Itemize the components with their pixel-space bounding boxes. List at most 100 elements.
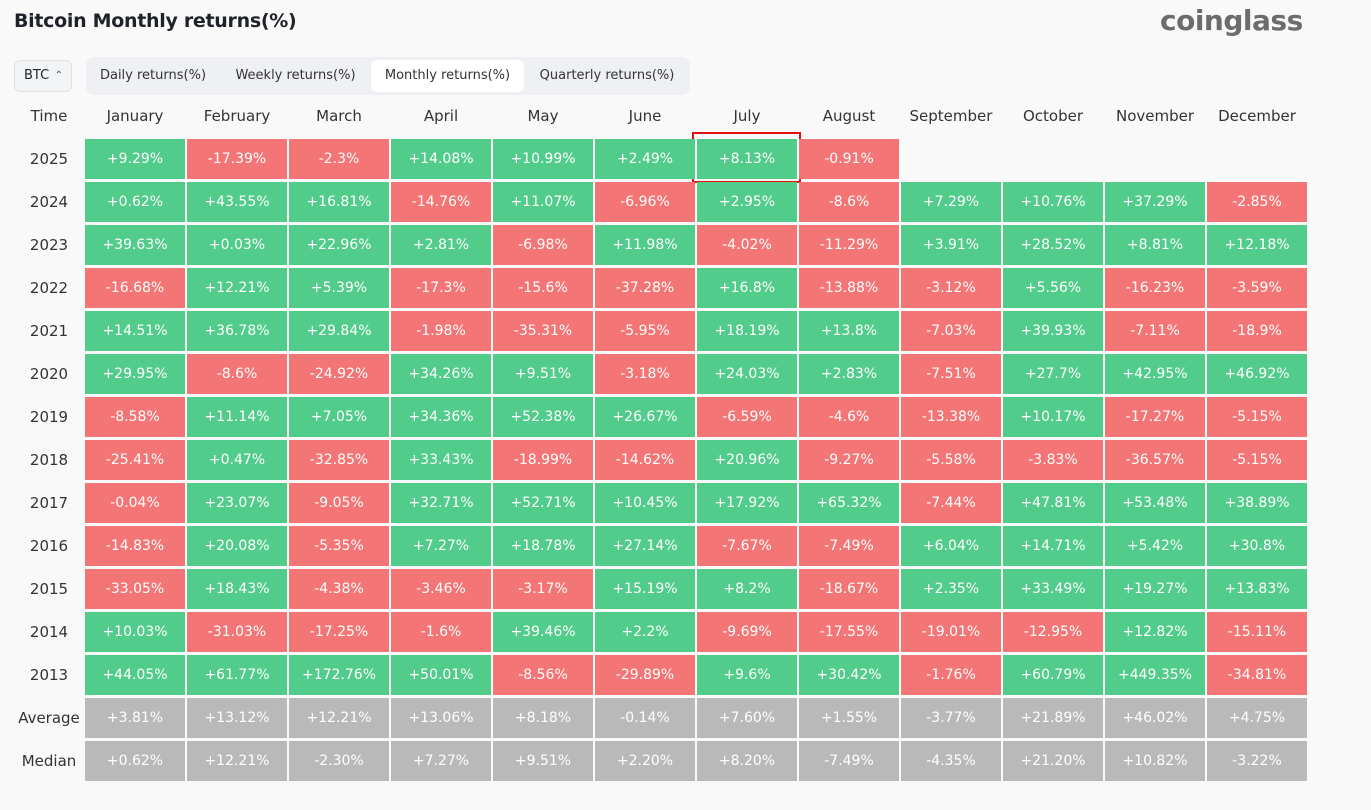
return-cell: -3.83%: [1003, 440, 1103, 480]
return-cell: -2.3%: [289, 139, 389, 179]
return-cell: -8.58%: [85, 397, 185, 437]
summary-cell: +9.51%: [493, 741, 593, 781]
summary-cell: +1.55%: [799, 698, 899, 738]
summary-cell: +21.89%: [1003, 698, 1103, 738]
tab[interactable]: Daily returns(%): [99, 68, 207, 83]
return-cell: -6.96%: [595, 182, 695, 222]
row-label: 2013: [29, 666, 69, 684]
return-cell: -11.29%: [799, 225, 899, 265]
return-cell: +24.03%: [697, 354, 797, 394]
return-cell: -7.44%: [901, 483, 1001, 523]
return-cell: +16.81%: [289, 182, 389, 222]
return-cell: -7.67%: [697, 526, 797, 566]
column-header: May: [527, 107, 559, 125]
return-cell: +42.95%: [1105, 354, 1205, 394]
return-cell: -14.62%: [595, 440, 695, 480]
row-label: 2021: [29, 322, 69, 340]
return-cell: +14.51%: [85, 311, 185, 351]
return-cell: +53.48%: [1105, 483, 1205, 523]
return-cell: +39.46%: [493, 612, 593, 652]
return-cell: -17.25%: [289, 612, 389, 652]
return-cell: -5.58%: [901, 440, 1001, 480]
column-header: December: [1218, 107, 1296, 125]
return-cell: +28.52%: [1003, 225, 1103, 265]
return-cell: -7.03%: [901, 311, 1001, 351]
return-cell: +449.35%: [1105, 655, 1205, 695]
return-cell: +52.71%: [493, 483, 593, 523]
return-cell: +10.17%: [1003, 397, 1103, 437]
asset-select[interactable]: BTC ⌃: [14, 60, 72, 92]
tab[interactable]: Quarterly returns(%): [539, 68, 675, 83]
return-cell: +9.6%: [697, 655, 797, 695]
summary-cell: -0.14%: [595, 698, 695, 738]
return-cell: -5.35%: [289, 526, 389, 566]
row-label: Average: [18, 709, 80, 727]
summary-cell: +21.20%: [1003, 741, 1103, 781]
return-cell: +47.81%: [1003, 483, 1103, 523]
return-cell: -1.76%: [901, 655, 1001, 695]
return-cell: +5.39%: [289, 268, 389, 308]
row-label: 2024: [29, 193, 69, 211]
return-cell: +23.07%: [187, 483, 287, 523]
return-cell: +11.07%: [493, 182, 593, 222]
return-cell: +8.81%: [1105, 225, 1205, 265]
return-cell: +10.45%: [595, 483, 695, 523]
column-header: September: [909, 107, 993, 125]
return-cell: -8.56%: [493, 655, 593, 695]
return-cell: +33.49%: [1003, 569, 1103, 609]
return-cell: -18.9%: [1207, 311, 1307, 351]
tab[interactable]: Weekly returns(%): [235, 68, 356, 83]
summary-cell: +0.62%: [85, 741, 185, 781]
return-cell: -29.89%: [595, 655, 695, 695]
return-cell: +27.14%: [595, 526, 695, 566]
return-cell: -37.28%: [595, 268, 695, 308]
return-cell: -14.76%: [391, 182, 491, 222]
return-cell: -16.23%: [1105, 268, 1205, 308]
return-cell: +0.03%: [187, 225, 287, 265]
return-cell: -9.05%: [289, 483, 389, 523]
return-cell: -25.41%: [85, 440, 185, 480]
return-cell: +7.27%: [391, 526, 491, 566]
column-header: June: [628, 107, 662, 125]
return-cell: -4.02%: [697, 225, 797, 265]
return-cell: -7.51%: [901, 354, 1001, 394]
return-cell: -14.83%: [85, 526, 185, 566]
return-cell: -17.55%: [799, 612, 899, 652]
summary-cell: +12.21%: [187, 741, 287, 781]
return-cell: -13.38%: [901, 397, 1001, 437]
summary-cell: +46.02%: [1105, 698, 1205, 738]
return-cell: -36.57%: [1105, 440, 1205, 480]
return-cell: +8.13%: [697, 139, 797, 179]
return-cell: -16.68%: [85, 268, 185, 308]
return-cell: +46.92%: [1207, 354, 1307, 394]
return-cell: +13.8%: [799, 311, 899, 351]
column-header: February: [203, 107, 271, 125]
return-cell: -7.49%: [799, 526, 899, 566]
return-cell: -15.11%: [1207, 612, 1307, 652]
return-cell: +11.14%: [187, 397, 287, 437]
summary-cell: +7.27%: [391, 741, 491, 781]
return-cell: -31.03%: [187, 612, 287, 652]
return-cell: +50.01%: [391, 655, 491, 695]
row-label: 2014: [29, 623, 69, 641]
return-cell: +38.89%: [1207, 483, 1307, 523]
return-cell: +27.7%: [1003, 354, 1103, 394]
column-header: July: [733, 107, 761, 125]
return-cell: +7.29%: [901, 182, 1001, 222]
return-cell: +33.43%: [391, 440, 491, 480]
return-cell: +9.29%: [85, 139, 185, 179]
column-header: January: [106, 107, 164, 125]
return-cell: +172.76%: [289, 655, 389, 695]
return-cell: -3.59%: [1207, 268, 1307, 308]
return-cell: -9.27%: [799, 440, 899, 480]
return-cell: +0.47%: [187, 440, 287, 480]
column-header: October: [1022, 107, 1084, 125]
return-cell: -0.04%: [85, 483, 185, 523]
return-cell: +36.78%: [187, 311, 287, 351]
tab[interactable]: Monthly returns(%): [371, 60, 524, 92]
return-cell: +22.96%: [289, 225, 389, 265]
return-cell: +2.35%: [901, 569, 1001, 609]
return-cell: -15.6%: [493, 268, 593, 308]
column-header: Time: [30, 107, 68, 125]
